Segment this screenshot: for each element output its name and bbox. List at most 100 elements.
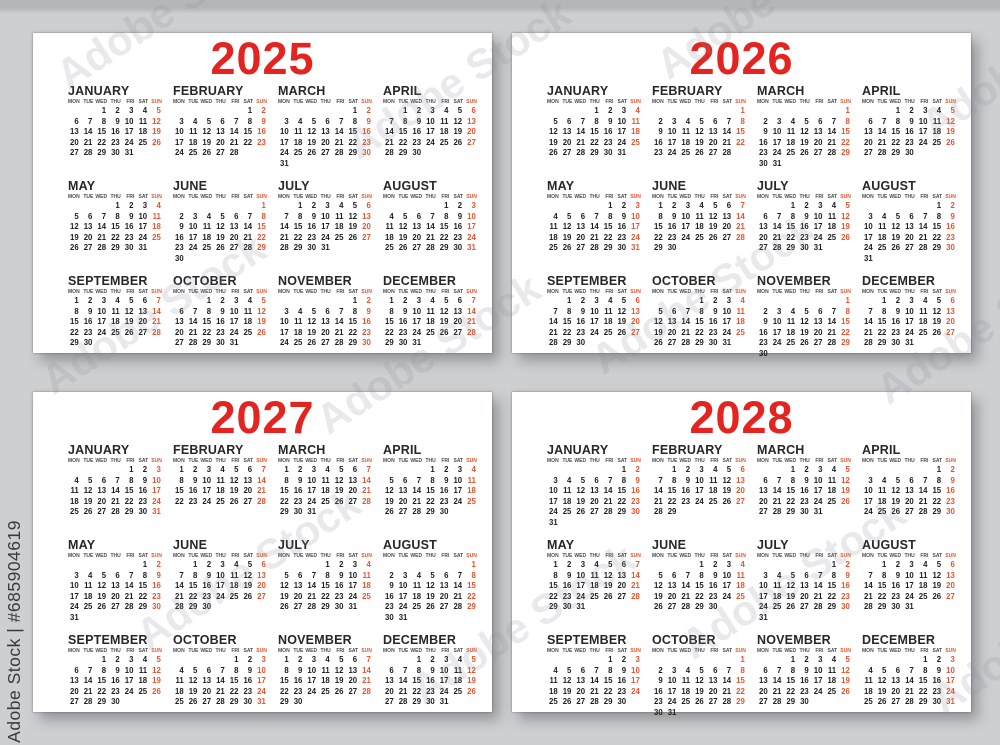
empty-cell — [278, 296, 292, 307]
date-cell: 8 — [101, 116, 107, 126]
date-cell: 11 — [827, 475, 837, 485]
date-cell: 20 — [216, 137, 225, 147]
date-cell: 14 — [590, 676, 599, 686]
date-cell: 17 — [667, 137, 677, 147]
date-cell: 8 — [608, 211, 613, 221]
empty-cell — [438, 560, 452, 571]
date-cell: 26 — [385, 507, 394, 517]
date-cell: 24 — [813, 686, 823, 696]
date-cell: 31 — [467, 243, 476, 253]
date-cell: 3 — [234, 296, 239, 305]
date-cell: 15 — [590, 127, 599, 137]
empty-cell — [292, 296, 306, 307]
date-cell: 6 — [895, 665, 901, 675]
date-cell: 18 — [138, 676, 148, 686]
date-cell: 16 — [216, 317, 225, 327]
date-cell: 6 — [206, 665, 212, 675]
empty-cell — [561, 201, 575, 212]
date-cell: 8 — [471, 570, 476, 580]
weekday-wed: WED — [679, 99, 692, 105]
date-cell: 25 — [138, 686, 148, 696]
date-cell: 26 — [932, 591, 942, 601]
date-cell: 8 — [882, 570, 887, 580]
date-cell: 12 — [398, 222, 408, 232]
date-cell: 11 — [604, 306, 613, 316]
date-cell: 27 — [175, 338, 184, 348]
month-title: MAY — [68, 179, 96, 193]
date-cell: 5 — [699, 116, 704, 126]
weekday-sat: SAT — [453, 458, 464, 464]
date-cell: 19 — [202, 137, 212, 147]
date-cell: 22 — [786, 496, 796, 506]
date-cell: 6 — [352, 465, 358, 474]
date-cell: 7 — [777, 475, 782, 485]
weekday-thu: THU — [589, 648, 600, 654]
date-cell: 4 — [339, 201, 344, 210]
month-october: OCTOBER MON TUE WED THU FRI SAT SUN 1 2 3 4 5 6 7 8 9 10 1… — [173, 634, 269, 729]
date-cell: 15 — [603, 222, 613, 232]
date-cell: 7 — [635, 560, 640, 569]
date-cell: 4 — [685, 116, 691, 126]
date-cell: 23 — [138, 496, 148, 506]
date-cell: 8 — [284, 665, 289, 675]
date-cell: 16 — [385, 591, 394, 601]
date-cell: 9 — [389, 581, 394, 591]
date-cell: 7 — [831, 306, 837, 316]
date-cell: 14 — [681, 317, 691, 327]
date-cell: 16 — [617, 222, 627, 232]
date-cell: 23 — [617, 232, 627, 242]
date-cell: 16 — [708, 581, 718, 591]
year-title: 2028 — [689, 392, 794, 443]
date-cell: 13 — [293, 581, 303, 591]
date-cell: 17 — [124, 676, 134, 686]
weekday-wed: WED — [200, 99, 213, 105]
month-title: NOVEMBER — [757, 633, 831, 647]
month-february: FEBRUARY MON TUE WED THU FRI SAT SUN 1 2 3 4 5 6 7 8 9 10… — [173, 444, 269, 539]
date-cell: 8 — [699, 306, 704, 316]
date-cell: 18 — [695, 222, 704, 232]
date-cell: 16 — [946, 486, 955, 496]
date-cell: 27 — [667, 338, 677, 348]
weekday-sun: SUN — [735, 194, 746, 200]
weekday-sun: SUN — [840, 648, 851, 654]
date-cell: 23 — [334, 591, 344, 601]
weekday-sun: SUN — [256, 289, 267, 295]
weekday-mon: MON — [862, 289, 874, 295]
dates-grid: 1 2 3 4 5 6 7 8 9 10 11 12 13 14 15 16 17 18 19 20 21 22 23 24 2… — [383, 465, 479, 518]
date-cell: 12 — [786, 581, 796, 591]
date-cell: 6 — [389, 665, 394, 675]
date-cell: 24 — [631, 686, 640, 696]
date-cell: 20 — [800, 591, 809, 601]
weekday-mon: MON — [173, 648, 185, 654]
empty-cell — [200, 201, 214, 212]
date-cell: 13 — [216, 127, 225, 137]
weekday-thu: THU — [215, 194, 226, 200]
date-cell: 17 — [175, 137, 184, 147]
date-cell: 30 — [138, 507, 148, 517]
date-cell: 26 — [841, 232, 850, 242]
date-cell: 23 — [111, 137, 120, 147]
date-cell: 26 — [398, 243, 408, 253]
date-cell: 12 — [722, 475, 732, 485]
month-august: AUGUST MON TUE WED THU FRI SAT SUN 1 2 3 4 5 6 7 8 9 10 11… — [862, 180, 958, 275]
date-cell: 22 — [398, 137, 408, 147]
date-cell: 8 — [261, 211, 266, 221]
weekday-sat: SAT — [827, 553, 838, 559]
date-cell: 16 — [152, 581, 161, 591]
date-cell: 27 — [97, 507, 107, 517]
date-cell: 14 — [398, 676, 408, 686]
date-cell: 29 — [891, 148, 901, 158]
date-cell: 22 — [695, 591, 704, 601]
weekday-header: MON TUE WED THU FRI SAT SUN — [68, 457, 164, 465]
date-cell: 14 — [83, 127, 93, 137]
date-cell: 2 — [685, 465, 691, 474]
date-cell: 19 — [841, 486, 850, 496]
weekday-fri: FRI — [336, 553, 345, 559]
date-cell: 17 — [772, 137, 782, 147]
date-cell: 19 — [786, 591, 796, 601]
date-cell: 18 — [918, 581, 928, 591]
date-cell: 7 — [882, 116, 887, 126]
date-cell: 3 — [403, 570, 408, 580]
month-april: APRIL MON TUE WED THU FRI SAT SUN 1 2 3 4 5 6 7 8 9 10 11 1… — [862, 444, 958, 539]
date-cell: 27 — [946, 591, 955, 601]
